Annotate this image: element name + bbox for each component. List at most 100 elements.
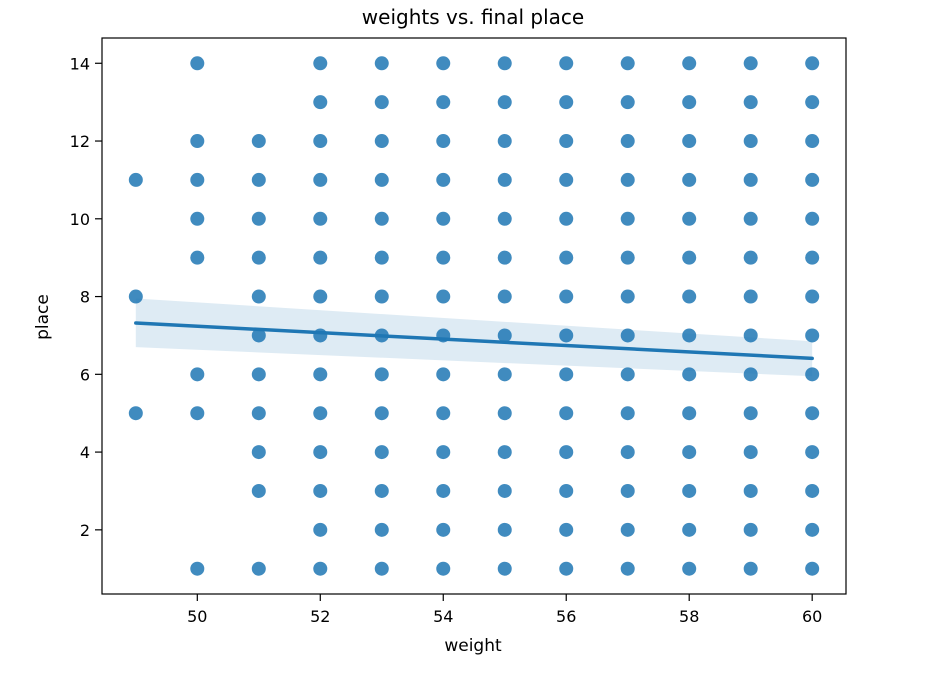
data-point — [313, 561, 328, 576]
data-point — [436, 172, 451, 187]
data-point — [682, 56, 697, 71]
data-point — [805, 95, 820, 110]
data-point — [620, 406, 635, 421]
data-point — [497, 522, 512, 537]
confidence-band-layer — [135, 298, 813, 377]
data-point — [313, 95, 328, 110]
data-point — [251, 289, 266, 304]
data-point — [805, 250, 820, 265]
data-point — [743, 522, 758, 537]
data-point — [374, 211, 389, 226]
data-point — [682, 367, 697, 382]
data-point — [374, 172, 389, 187]
data-point — [682, 289, 697, 304]
data-point — [805, 289, 820, 304]
data-point — [497, 367, 512, 382]
data-point — [190, 406, 205, 421]
data-point — [559, 367, 574, 382]
data-point — [190, 561, 205, 576]
data-point — [559, 561, 574, 576]
data-point — [805, 134, 820, 149]
data-point — [374, 406, 389, 421]
data-point — [436, 56, 451, 71]
data-point — [620, 445, 635, 460]
data-point — [559, 211, 574, 226]
data-point — [313, 250, 328, 265]
data-point — [374, 561, 389, 576]
data-point — [313, 445, 328, 460]
data-point — [743, 289, 758, 304]
data-point — [436, 134, 451, 149]
data-point — [436, 211, 451, 226]
data-point — [682, 250, 697, 265]
data-point — [374, 445, 389, 460]
data-point — [374, 250, 389, 265]
data-point — [436, 95, 451, 110]
data-point — [805, 328, 820, 343]
data-point — [436, 561, 451, 576]
data-point — [313, 522, 328, 537]
regression-line-layer — [134, 321, 814, 361]
data-point — [805, 367, 820, 382]
data-point — [436, 289, 451, 304]
data-point — [743, 95, 758, 110]
data-point — [682, 95, 697, 110]
chart-title: weights vs. final place — [362, 5, 584, 29]
data-point — [805, 211, 820, 226]
x-tick-label: 50 — [187, 607, 207, 626]
data-point — [251, 134, 266, 149]
data-point — [190, 172, 205, 187]
data-point — [374, 95, 389, 110]
data-point — [682, 134, 697, 149]
y-tick-label: 12 — [70, 132, 90, 151]
data-point — [620, 522, 635, 537]
y-tick-label: 6 — [80, 365, 90, 384]
data-point — [743, 483, 758, 498]
data-point — [128, 289, 143, 304]
data-point — [251, 445, 266, 460]
x-tick-label: 58 — [679, 607, 699, 626]
confidence-band — [135, 298, 813, 377]
data-point — [620, 56, 635, 71]
data-point — [559, 95, 574, 110]
data-point — [682, 172, 697, 187]
data-point — [497, 406, 512, 421]
data-point — [620, 95, 635, 110]
y-tick-label: 2 — [80, 521, 90, 540]
data-point — [620, 483, 635, 498]
data-points-layer — [128, 56, 820, 576]
data-point — [251, 172, 266, 187]
data-point — [374, 56, 389, 71]
data-point — [128, 406, 143, 421]
data-point — [436, 522, 451, 537]
y-tick-label: 4 — [80, 443, 90, 462]
data-point — [805, 483, 820, 498]
data-point — [559, 445, 574, 460]
data-point — [436, 406, 451, 421]
data-point — [313, 406, 328, 421]
data-point — [190, 56, 205, 71]
data-point — [559, 134, 574, 149]
data-point — [620, 367, 635, 382]
data-point — [743, 367, 758, 382]
x-tick-label: 54 — [433, 607, 453, 626]
data-point — [251, 367, 266, 382]
data-point — [559, 250, 574, 265]
data-point — [436, 250, 451, 265]
x-tick-label: 52 — [310, 607, 330, 626]
regression-line — [134, 321, 814, 361]
data-point — [374, 522, 389, 537]
data-point — [436, 367, 451, 382]
data-point — [497, 172, 512, 187]
x-axis-ticks: 50 52 54 56 58 60 — [187, 594, 822, 626]
data-point — [313, 211, 328, 226]
data-point — [313, 483, 328, 498]
y-axis-ticks: 2 4 6 8 10 12 14 — [70, 54, 102, 540]
data-point — [682, 328, 697, 343]
data-point — [805, 406, 820, 421]
data-point — [313, 56, 328, 71]
data-point — [743, 211, 758, 226]
x-tick-label: 56 — [556, 607, 576, 626]
data-point — [559, 56, 574, 71]
